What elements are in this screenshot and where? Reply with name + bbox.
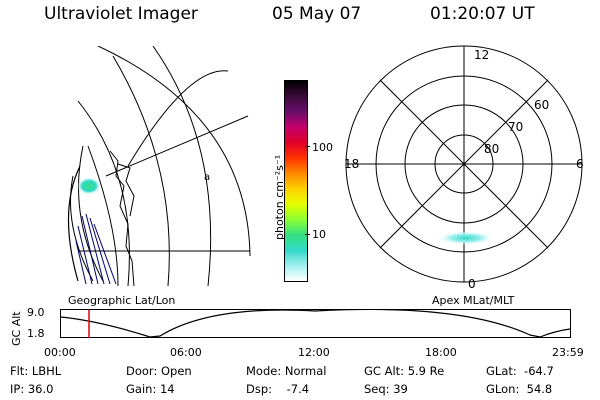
strip-time-2: 12:00 xyxy=(298,346,330,359)
colorbar-tick-10: 10 xyxy=(312,228,326,241)
graticule-line xyxy=(77,100,130,287)
graticule-line xyxy=(152,46,212,287)
graticule-line xyxy=(105,115,249,177)
mlt-label-12: 12 xyxy=(474,48,489,62)
lat-label-70: 70 xyxy=(508,120,523,134)
colorbar-tick-100: 100 xyxy=(312,141,333,154)
geographic-panel: a xyxy=(67,46,251,287)
graticule-line xyxy=(112,55,170,287)
earth-limb xyxy=(67,165,81,282)
mlt-label-6: 6 xyxy=(576,157,584,171)
lat-label-80: 80 xyxy=(484,142,499,156)
mlt-label-0: 0 xyxy=(468,277,476,291)
strip-time-0: 00:00 xyxy=(44,346,76,359)
coastline xyxy=(117,163,135,217)
aurora-emission xyxy=(77,177,101,195)
earth-limb xyxy=(87,145,119,287)
strip-ymax: 9.0 xyxy=(27,306,45,319)
polar-plot-title: Apex MLat/MLT xyxy=(432,294,515,307)
gc-alt-readout: GC Alt: 5.9 Re xyxy=(364,364,445,378)
geographic-panel-title: Geographic Lat/Lon xyxy=(68,294,176,307)
filter-readout: Flt: LBHL xyxy=(10,364,62,378)
colorbar-label: photon cm⁻²s⁻¹ xyxy=(273,154,286,240)
seq-readout: Seq: 39 xyxy=(364,382,408,396)
strip-time-3: 18:00 xyxy=(425,346,457,359)
strip-time-1: 06:00 xyxy=(170,346,202,359)
gain-readout: Gain: 14 xyxy=(126,382,175,396)
glon-readout: GLon: 54.8 xyxy=(486,382,553,396)
strip-ylabel: GC Alt xyxy=(10,311,23,346)
glat-readout: GLat: -64.7 xyxy=(486,364,554,378)
earth-limb xyxy=(78,145,104,282)
earth-limb xyxy=(70,175,94,282)
colorbar xyxy=(284,80,308,282)
lat-label-60: 60 xyxy=(534,98,549,112)
aurora-emission-polar xyxy=(438,231,494,245)
strip-time-4: 23:59 xyxy=(552,346,584,359)
ip-readout: IP: 36.0 xyxy=(10,382,54,396)
graticule-line xyxy=(97,46,251,257)
door-readout: Door: Open xyxy=(126,364,192,378)
altitude-curve xyxy=(60,309,571,338)
mlt-label-18: 18 xyxy=(344,157,359,171)
time-label: 01:20:07 UT xyxy=(430,4,535,24)
polar-plot: 12 18 6 0 60 70 80 xyxy=(344,45,584,291)
graticule-line xyxy=(127,70,229,167)
limb-hatching xyxy=(75,213,117,285)
coastline xyxy=(109,150,135,287)
map-marker-label: a xyxy=(204,172,210,183)
instrument-title: Ultraviolet Imager xyxy=(44,4,198,24)
date-label: 05 May 07 xyxy=(272,4,362,24)
dsp-readout: Dsp: -7.4 xyxy=(246,382,310,396)
strip-ymin: 1.8 xyxy=(27,327,45,340)
altitude-strip xyxy=(60,309,571,338)
mode-readout: Mode: Normal xyxy=(246,364,327,378)
